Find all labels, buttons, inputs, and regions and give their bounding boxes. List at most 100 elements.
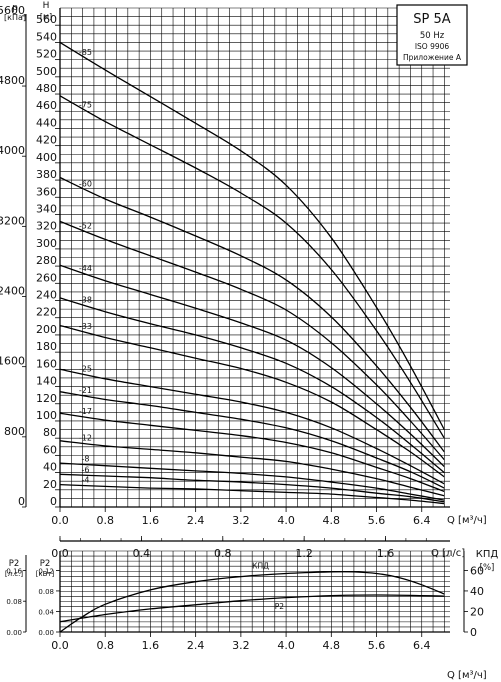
h-tick-label: 300: [36, 237, 57, 250]
p2-hp-axis-unit: [л.с.]: [5, 570, 24, 578]
head-curve: [59, 324, 445, 478]
q-axis-title: Q [м³/ч]: [447, 515, 487, 526]
h-tick-label: 360: [36, 185, 57, 198]
p2-hp-axis-title: P2: [9, 559, 20, 569]
p-axis-unit: [кПа]: [4, 13, 26, 22]
p2-kw-tick-label: 0.04: [38, 608, 54, 616]
curve-label: -60: [79, 180, 92, 189]
p-tick-label: 1600: [0, 355, 25, 368]
p-tick-label: 2400: [0, 285, 25, 298]
q-ls-tick-label: 0.0: [51, 547, 69, 560]
curve-label: -21: [79, 386, 92, 395]
head-curve: [59, 483, 445, 505]
kpd-axis-title: КПД: [476, 549, 499, 560]
curve-label: -52: [79, 222, 92, 231]
model-annex: Приложение А: [403, 53, 462, 62]
q-bottom-tick-label: 0.8: [96, 639, 114, 652]
p-axis-title: p: [12, 3, 18, 13]
curve-label: -75: [79, 100, 92, 109]
q-ls-tick-label: 0.4: [133, 547, 151, 560]
h-tick-label: 520: [36, 48, 57, 61]
q-bottom-tick-label: 2.4: [187, 639, 205, 652]
h-tick-label: 320: [36, 220, 57, 233]
p2-kw-axis-title: P2: [40, 559, 51, 569]
curve-label: -25: [79, 365, 92, 374]
model-box: [396, 4, 468, 66]
head-curve: [59, 297, 445, 474]
h-tick-label: 20: [43, 478, 57, 491]
model-standard: ISO 9906: [415, 42, 450, 51]
h-tick-label: 0: [50, 495, 57, 508]
h-tick-label: 80: [43, 426, 57, 439]
kpd-curve-label: КПД: [252, 561, 269, 570]
h-tick-label: 280: [36, 254, 57, 267]
curve-label: -17: [79, 407, 92, 416]
head-curve: [59, 473, 445, 503]
p-tick-label: 5600: [0, 4, 25, 17]
p2-hp-tick-label: 0.08: [6, 598, 22, 606]
q-tick-label: 5.6: [368, 514, 386, 527]
h-tick-label: 140: [36, 375, 57, 388]
h-tick-label: 260: [36, 271, 57, 284]
p2-hp-tick-label: 0.16: [6, 567, 22, 575]
h-tick-label: 340: [36, 202, 57, 215]
curve-label: -44: [79, 264, 92, 273]
head-curve: [59, 368, 445, 485]
curve-label: -4: [81, 476, 89, 485]
h-tick-label: 420: [36, 134, 57, 147]
model-frequency: 50 Hz: [420, 31, 445, 41]
q-tick-label: 4.8: [323, 514, 341, 527]
q-bottom-tick-label: 3.2: [232, 639, 250, 652]
q-bottom-tick-label: 1.6: [142, 639, 160, 652]
p2-kw-tick-label: 0.12: [38, 567, 54, 575]
h-tick-label: 440: [36, 116, 57, 129]
q-bottom-axis-title: Q [м³/ч]: [447, 670, 487, 681]
p-tick-label: 4800: [0, 74, 25, 87]
h-tick-label: 120: [36, 392, 57, 405]
curve-label: -12: [79, 434, 92, 443]
q-tick-label: 4.0: [277, 514, 295, 527]
q-tick-label: 6.4: [413, 514, 431, 527]
kpd-tick-label: 40: [470, 585, 484, 598]
head-curve: [59, 462, 445, 501]
h-tick-label: 480: [36, 82, 57, 95]
q-bottom-tick-label: 0.0: [51, 639, 69, 652]
upper-grid: [59, 7, 450, 508]
h-tick-label: 240: [36, 289, 57, 302]
curve-label: -85: [79, 48, 92, 57]
p-tick-label: 4000: [0, 144, 25, 157]
p2-kw-tick-label: 0.08: [38, 588, 54, 596]
curve-label: -6: [81, 465, 89, 474]
p-tick-label: 800: [4, 425, 25, 438]
head-curve: [59, 440, 445, 497]
h-axis-unit: [м]: [40, 12, 52, 21]
kpd-curve: [59, 571, 445, 633]
curve-label: -38: [79, 296, 92, 305]
h-tick-label: 200: [36, 323, 57, 336]
head-curve: [59, 220, 445, 461]
p2-curve: [59, 594, 445, 623]
head-curve: [59, 391, 445, 489]
q-bottom-tick-label: 6.4: [413, 639, 431, 652]
h-tick-label: 220: [36, 306, 57, 319]
p2-hp-tick-label: 0.00: [6, 629, 22, 637]
h-tick-label: 500: [36, 65, 57, 78]
q-tick-label: 3.2: [232, 514, 250, 527]
efficiency-power-curves: КПД P2: [59, 561, 445, 633]
h-tick-label: 540: [36, 30, 57, 43]
q-ls-tick-label: 1.6: [377, 547, 395, 560]
curve-label: -33: [79, 322, 92, 331]
tick-labels: 0204060801001201401601802002202402602803…: [0, 4, 484, 652]
q-tick-label: 0.0: [51, 514, 69, 527]
q-tick-label: 1.6: [142, 514, 160, 527]
p2-kw-tick-label: 0.00: [38, 629, 54, 637]
head-curve: [59, 264, 445, 468]
h-tick-label: 40: [43, 461, 57, 474]
kpd-axis-unit: [%]: [480, 563, 495, 573]
h-tick-label: 460: [36, 99, 57, 112]
h-tick-label: 160: [36, 357, 57, 370]
head-curve: [59, 41, 445, 430]
h-tick-label: 100: [36, 409, 57, 422]
p2-kw-axis-unit: [кВт]: [36, 570, 55, 578]
